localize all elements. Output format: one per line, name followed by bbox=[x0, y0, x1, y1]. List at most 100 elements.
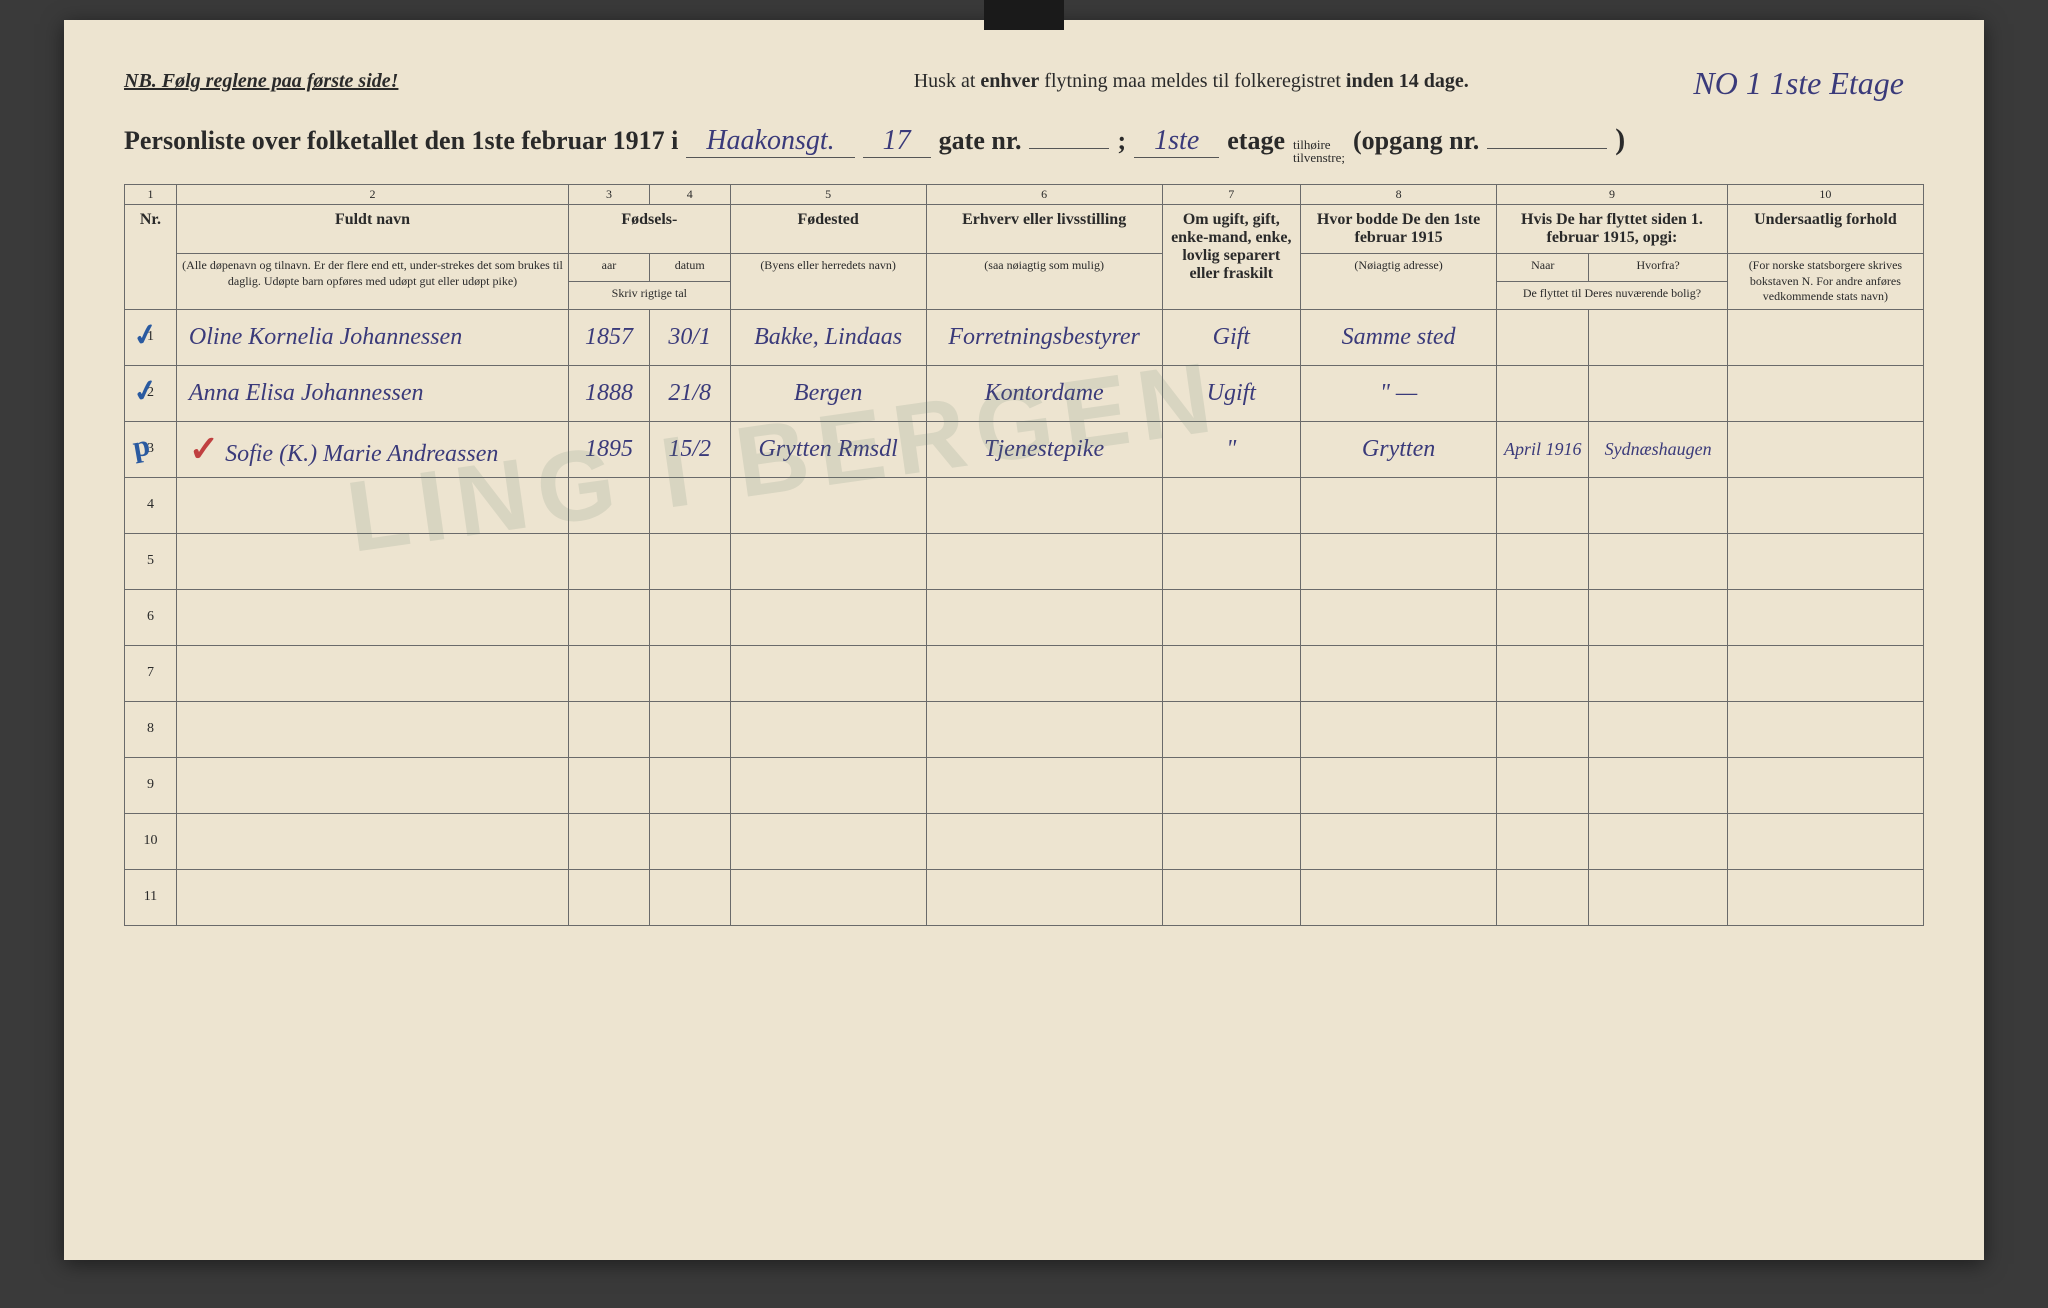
colnum-4: 4 bbox=[649, 185, 730, 205]
date-cell bbox=[649, 813, 730, 869]
year-cell: 1895 bbox=[569, 421, 650, 477]
erhverv-sub: (saa nøiagtig som mulig) bbox=[926, 254, 1162, 310]
hvor-cell bbox=[1589, 645, 1727, 701]
check-mark: ✓ bbox=[130, 316, 161, 355]
naar-cell bbox=[1497, 477, 1589, 533]
flyttet-sub: De flyttet til Deres nuværende bolig? bbox=[1497, 281, 1728, 309]
fodsel-header: Fødsels- bbox=[569, 205, 730, 254]
header-sub-row: (Alle døpenavn og tilnavn. Er der flere … bbox=[125, 254, 1924, 282]
naar-cell bbox=[1497, 869, 1589, 925]
red-check: ✓ bbox=[189, 428, 219, 470]
check-mark: ✓ bbox=[130, 372, 161, 411]
year-cell: 1888 bbox=[569, 365, 650, 421]
row-number: 2✓ bbox=[125, 365, 177, 421]
status-cell: " bbox=[1162, 421, 1300, 477]
year-cell bbox=[569, 701, 650, 757]
colnum-10: 10 bbox=[1727, 185, 1923, 205]
name-cell bbox=[176, 645, 568, 701]
year-cell bbox=[569, 645, 650, 701]
gatenum-fill bbox=[1029, 148, 1109, 149]
nr-header: Nr. bbox=[125, 205, 177, 310]
name-cell: ✓Sofie (K.) Marie Andreassen bbox=[176, 421, 568, 477]
occ-cell bbox=[926, 645, 1162, 701]
nation-cell bbox=[1727, 309, 1923, 365]
year-cell: 1857 bbox=[569, 309, 650, 365]
aar-header: aar bbox=[569, 254, 650, 282]
occ-cell bbox=[926, 701, 1162, 757]
addr-cell bbox=[1301, 589, 1497, 645]
place-cell bbox=[730, 589, 926, 645]
place-cell: Grytten Rmsdl bbox=[730, 421, 926, 477]
table-row: 6 bbox=[125, 589, 1924, 645]
addr-cell bbox=[1301, 645, 1497, 701]
date-cell bbox=[649, 533, 730, 589]
status-cell: Ugift bbox=[1162, 365, 1300, 421]
place-cell bbox=[730, 533, 926, 589]
table-row: 5 bbox=[125, 533, 1924, 589]
colnum-7: 7 bbox=[1162, 185, 1300, 205]
hvor-cell bbox=[1589, 533, 1727, 589]
row-number: 8 bbox=[125, 701, 177, 757]
place-cell bbox=[730, 813, 926, 869]
place-cell: Bakke, Lindaas bbox=[730, 309, 926, 365]
year-cell bbox=[569, 813, 650, 869]
nb-instruction: NB. Følg reglene paa første side! bbox=[124, 70, 398, 93]
row-number: 9 bbox=[125, 757, 177, 813]
row-number: 4 bbox=[125, 477, 177, 533]
status-cell bbox=[1162, 701, 1300, 757]
place-cell bbox=[730, 757, 926, 813]
occ-cell bbox=[926, 477, 1162, 533]
under-sub: (For norske statsborgere skrives bokstav… bbox=[1727, 254, 1923, 310]
colnum-1: 1 bbox=[125, 185, 177, 205]
name-cell: Oline Kornelia Johannessen bbox=[176, 309, 568, 365]
under-header: Undersaatlig forhold bbox=[1727, 205, 1923, 254]
nation-cell bbox=[1727, 589, 1923, 645]
place-cell: Bergen bbox=[730, 365, 926, 421]
naar-cell bbox=[1497, 365, 1589, 421]
addr-cell bbox=[1301, 701, 1497, 757]
addr-cell bbox=[1301, 757, 1497, 813]
hvor-cell bbox=[1589, 869, 1727, 925]
title-main: Personliste over folketallet den 1ste fe… bbox=[124, 126, 678, 156]
name-cell bbox=[176, 701, 568, 757]
date-cell bbox=[649, 589, 730, 645]
row-number: 6 bbox=[125, 589, 177, 645]
nation-cell bbox=[1727, 421, 1923, 477]
hvor-cell bbox=[1589, 701, 1727, 757]
binding-clip bbox=[984, 0, 1064, 30]
addr-cell: " — bbox=[1301, 365, 1497, 421]
hvor-cell bbox=[1589, 813, 1727, 869]
table-row: 11 bbox=[125, 869, 1924, 925]
name-sub: (Alle døpenavn og tilnavn. Er der flere … bbox=[176, 254, 568, 310]
erhverv-header: Erhverv eller livsstilling bbox=[926, 205, 1162, 254]
naar-cell bbox=[1497, 813, 1589, 869]
name-cell bbox=[176, 869, 568, 925]
date-cell bbox=[649, 645, 730, 701]
table-row: 3p✓Sofie (K.) Marie Andreassen189515/2Gr… bbox=[125, 421, 1924, 477]
date-cell bbox=[649, 757, 730, 813]
addr-cell bbox=[1301, 533, 1497, 589]
hvor-cell bbox=[1589, 589, 1727, 645]
year-cell bbox=[569, 589, 650, 645]
table-body: 1✓Oline Kornelia Johannessen185730/1Bakk… bbox=[125, 309, 1924, 925]
semicolon: ; bbox=[1117, 126, 1126, 156]
occ-cell bbox=[926, 589, 1162, 645]
nation-cell bbox=[1727, 365, 1923, 421]
etagenum-fill: 1ste bbox=[1134, 125, 1219, 158]
occ-cell: Tjenestepike bbox=[926, 421, 1162, 477]
hvor-cell: Sydnæshaugen bbox=[1589, 421, 1727, 477]
colnum-3: 3 bbox=[569, 185, 650, 205]
occ-cell bbox=[926, 869, 1162, 925]
naar-cell bbox=[1497, 309, 1589, 365]
hvor-header: Hvorfra? bbox=[1589, 254, 1727, 282]
row-number: 5 bbox=[125, 533, 177, 589]
header-row: NB. Følg reglene paa første side! Husk a… bbox=[124, 70, 1924, 93]
row-number: 3p bbox=[125, 421, 177, 477]
naar-cell bbox=[1497, 701, 1589, 757]
naar-cell bbox=[1497, 645, 1589, 701]
date-cell: 21/8 bbox=[649, 365, 730, 421]
place-cell bbox=[730, 701, 926, 757]
table-row: 7 bbox=[125, 645, 1924, 701]
place-cell bbox=[730, 477, 926, 533]
nation-cell bbox=[1727, 533, 1923, 589]
